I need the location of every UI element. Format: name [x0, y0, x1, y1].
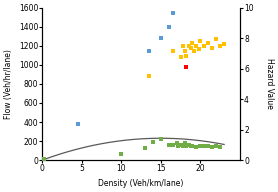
Point: [194, 145, 199, 148]
X-axis label: Density (Veh/km/lane): Density (Veh/km/lane): [98, 179, 184, 188]
Point: [167, 25, 171, 28]
Y-axis label: Flow (Veh/hr/lane): Flow (Veh/hr/lane): [4, 49, 13, 119]
Point: [182, 142, 187, 145]
Point: [214, 38, 219, 41]
Point: [182, 49, 187, 52]
Point: [186, 143, 191, 146]
Point: [42, 158, 46, 161]
Point: [206, 41, 210, 45]
Point: [206, 145, 210, 148]
Point: [198, 40, 203, 43]
Point: [202, 44, 207, 47]
Point: [197, 47, 201, 50]
Point: [176, 145, 180, 148]
Point: [214, 145, 219, 148]
Point: [218, 44, 222, 47]
Point: [170, 12, 175, 15]
Point: [189, 145, 193, 148]
Point: [76, 123, 80, 126]
Point: [119, 152, 123, 156]
Point: [190, 41, 195, 45]
Point: [192, 49, 196, 52]
Point: [175, 142, 179, 145]
Point: [167, 143, 171, 146]
Point: [198, 144, 203, 147]
Point: [184, 65, 188, 68]
Point: [210, 145, 215, 148]
Point: [159, 137, 163, 140]
Y-axis label: Hazard Value: Hazard Value: [265, 58, 274, 109]
Point: [190, 144, 195, 147]
Point: [170, 49, 175, 52]
Point: [184, 144, 188, 147]
Point: [186, 44, 191, 47]
Point: [147, 49, 151, 52]
Point: [181, 145, 185, 148]
Point: [181, 44, 185, 47]
Point: [189, 46, 193, 49]
Point: [218, 146, 222, 149]
Point: [178, 56, 183, 59]
Point: [143, 146, 147, 149]
Point: [151, 140, 155, 143]
Point: [222, 42, 226, 46]
Point: [178, 143, 183, 146]
Point: [194, 44, 199, 47]
Point: [202, 145, 207, 148]
Point: [170, 143, 175, 146]
Point: [147, 75, 151, 78]
Point: [184, 55, 188, 58]
Point: [159, 37, 163, 40]
Point: [210, 46, 215, 49]
